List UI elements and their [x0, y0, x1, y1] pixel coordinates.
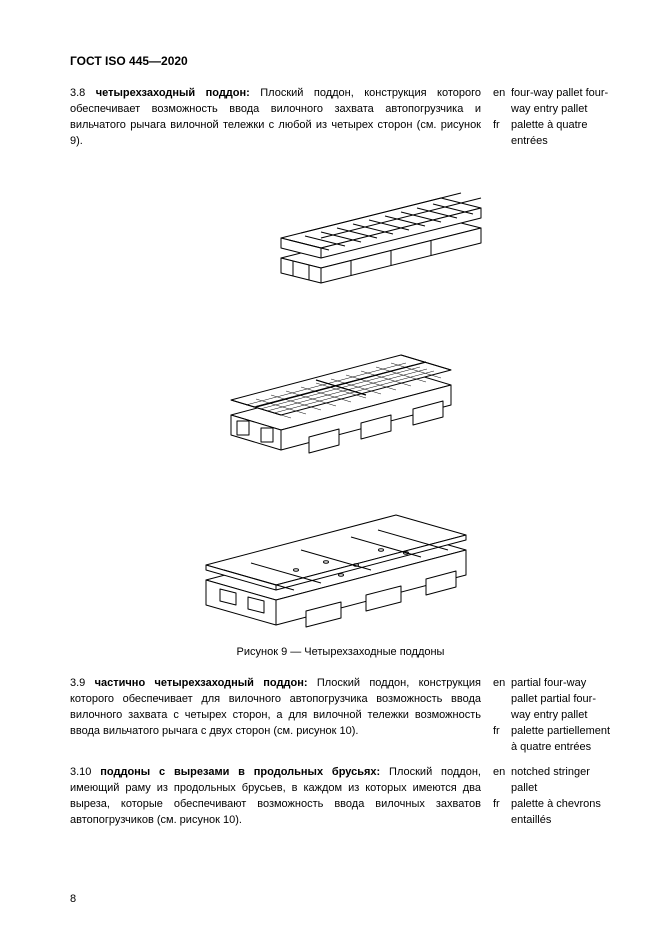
- term-main: 3.9 частично четырехзаходный поддон: Пло…: [70, 676, 493, 756]
- term-number: 3.10: [70, 766, 91, 778]
- translation-row: en four-way pallet four-way entry pallet: [493, 86, 611, 118]
- translation-row: fr palette à quatre entrées: [493, 118, 611, 150]
- lang-code: en: [493, 86, 511, 118]
- term-name: четырехзаходный поддон:: [96, 87, 250, 99]
- translation-text: four-way pallet four-way entry pallet: [511, 86, 611, 118]
- term-number: 3.8: [70, 87, 85, 99]
- term-translations: en four-way pallet four-way entry pallet…: [493, 86, 611, 150]
- translation-text: partial four-way pallet partial four-way…: [511, 676, 611, 724]
- document-page: ГОСТ ISO 445—2020 3.8 четырехзаходный по…: [0, 0, 661, 935]
- term-name: частично четырехзаходный поддон:: [95, 677, 308, 689]
- term-name: поддоны с вырезами в продольных брусьях:: [100, 766, 380, 778]
- lang-code: en: [493, 676, 511, 724]
- term-translations: en notched stringer pallet fr palette à …: [493, 765, 611, 829]
- lang-code: en: [493, 765, 511, 797]
- translation-row: fr palette partiellement à quatre entrée…: [493, 724, 611, 756]
- doc-title: ГОСТ ISO 445—2020: [70, 54, 611, 68]
- figure-caption: Рисунок 9 — Четырехзаходные поддоны: [70, 646, 611, 658]
- translation-text: notched stringer pallet: [511, 765, 611, 797]
- translation-row: en partial four-way pallet partial four-…: [493, 676, 611, 724]
- lang-code: fr: [493, 118, 511, 150]
- translation-text: palette à quatre entrées: [511, 118, 611, 150]
- term-entry: 3.10 поддоны с вырезами в продольных бру…: [70, 765, 611, 829]
- lang-code: fr: [493, 724, 511, 756]
- pallet-diagram: [176, 160, 506, 640]
- term-entry: 3.9 частично четырехзаходный поддон: Пло…: [70, 676, 611, 756]
- lang-code: fr: [493, 797, 511, 829]
- page-number: 8: [70, 893, 76, 905]
- translation-row: fr palette à chevrons entaillés: [493, 797, 611, 829]
- term-main: 3.10 поддоны с вырезами в продольных бру…: [70, 765, 493, 829]
- translation-text: palette partiellement à quatre entrées: [511, 724, 611, 756]
- translation-row: en notched stringer pallet: [493, 765, 611, 797]
- figure-block: [70, 160, 611, 640]
- term-translations: en partial four-way pallet partial four-…: [493, 676, 611, 756]
- translation-text: palette à chevrons entaillés: [511, 797, 611, 829]
- term-number: 3.9: [70, 677, 85, 689]
- term-main: 3.8 четырехзаходный поддон: Плоский подд…: [70, 86, 493, 150]
- term-entry: 3.8 четырехзаходный поддон: Плоский подд…: [70, 86, 611, 150]
